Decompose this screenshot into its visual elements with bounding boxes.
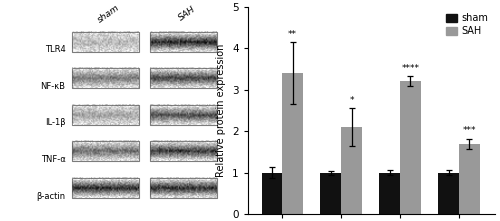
Text: ****: **** [402, 64, 419, 73]
Y-axis label: Relative protein expression: Relative protein expression [216, 44, 226, 177]
Bar [341, 127, 362, 214]
Text: NF-κB: NF-κB [40, 82, 66, 91]
Bar [320, 173, 341, 214]
Bar [459, 144, 480, 214]
Text: TNF-α: TNF-α [40, 155, 66, 164]
Text: *: * [350, 96, 354, 105]
Text: β-actin: β-actin [36, 192, 66, 201]
Bar [282, 73, 303, 214]
Legend: sham, SAH: sham, SAH [444, 11, 490, 38]
Text: IL-1β: IL-1β [45, 118, 66, 128]
Text: sham: sham [96, 3, 122, 25]
Text: ***: *** [462, 126, 476, 135]
Bar [400, 81, 421, 214]
Text: TLR4: TLR4 [44, 45, 66, 54]
Bar [262, 173, 282, 214]
Bar [438, 173, 459, 214]
Bar [380, 173, 400, 214]
Text: SAH: SAH [177, 5, 198, 23]
Text: **: ** [288, 30, 297, 39]
